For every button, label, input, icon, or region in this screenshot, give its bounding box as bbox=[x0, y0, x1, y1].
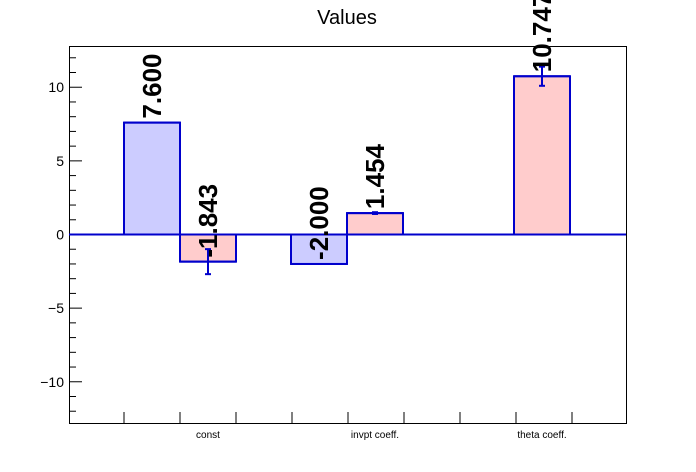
data-label: -2.000 bbox=[304, 186, 334, 260]
x-tick-label: theta coeff. bbox=[517, 430, 566, 441]
y-tick-label: 5 bbox=[56, 153, 64, 169]
bar-const-0 bbox=[123, 121, 181, 236]
data-label: 10.747 bbox=[527, 0, 557, 72]
y-tick-label: 10 bbox=[48, 79, 64, 95]
bars bbox=[69, 65, 626, 276]
chart-title: Values bbox=[317, 7, 377, 29]
y-tick-label: −10 bbox=[40, 374, 64, 390]
x-tick-label: invpt coeff. bbox=[351, 430, 399, 441]
y-tick-label: 0 bbox=[56, 227, 64, 243]
data-label: -1.843 bbox=[193, 184, 223, 258]
x-tick-label: const bbox=[196, 430, 220, 441]
bar-theta-coeff--1 bbox=[513, 75, 571, 236]
bar-invpt-coeff--1 bbox=[346, 212, 404, 236]
data-label: 1.454 bbox=[360, 143, 390, 209]
data-labels: 7.600 -2.000 -1.843 1.454 10.747 bbox=[137, 0, 557, 260]
x-axis: const invpt coeff. theta coeff. bbox=[123, 412, 573, 441]
data-label: 7.600 bbox=[137, 54, 167, 119]
y-tick-label: −5 bbox=[48, 300, 64, 316]
